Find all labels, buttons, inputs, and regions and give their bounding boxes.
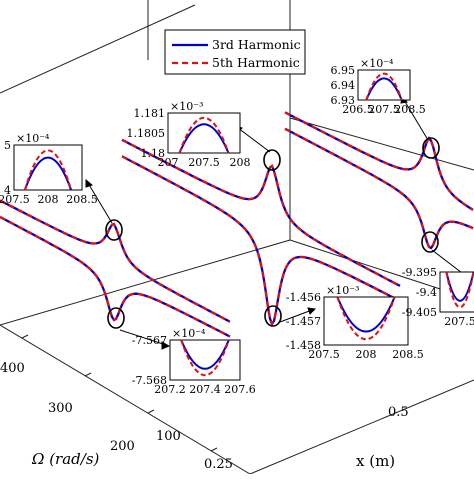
- inset-ytick: -9.4: [416, 286, 437, 299]
- inset-xtick: 208.5: [394, 103, 426, 116]
- inset-xtick: 207: [158, 156, 179, 169]
- inset-ytick: -7.567: [132, 334, 167, 347]
- inset-curve-5th: [445, 271, 474, 308]
- omega-axis-ticks: [21, 334, 218, 452]
- inset-xtick: 207.5: [188, 156, 220, 169]
- omega-tick-300: 300: [48, 401, 73, 416]
- inset-frame: [357, 69, 411, 101]
- inset-xtick: 208: [230, 156, 251, 169]
- arrow-left-lower: [119, 329, 167, 346]
- inset-ytick: 6.95: [331, 64, 356, 77]
- legend: 3rd Harmonic 5th Harmonic: [164, 29, 306, 75]
- inset-xtick: 207.2: [154, 383, 186, 396]
- legend-box: [164, 29, 306, 75]
- inset-ytick: 5: [4, 139, 11, 152]
- curve-3rd-right-lower: [284, 127, 474, 250]
- inset-ytick: -9.405: [402, 306, 437, 319]
- marker-circle-middle-upper: [263, 149, 281, 171]
- inset-frame: [169, 339, 241, 381]
- inset-exponent: ×10⁻⁴: [360, 57, 394, 70]
- inset-xtick: 207.4: [189, 383, 221, 396]
- inset-xtick: 207.6: [224, 383, 256, 396]
- inset-curve-5th: [178, 117, 230, 154]
- omega-tick-100: 100: [156, 429, 181, 444]
- inset-xtick: 207.5: [0, 193, 30, 206]
- inset-xtick: 208.5: [66, 193, 98, 206]
- inset-xtick: 207.5: [308, 348, 340, 361]
- inset-curve-5th: [365, 72, 403, 101]
- frame-back-top: [0, 4, 196, 94]
- inset-exponent: ×10⁻³: [170, 100, 203, 113]
- frame-right-upper: [289, 117, 474, 171]
- legend-label-5th: 5th Harmonic: [212, 55, 300, 70]
- inset-ytick: 1.181: [134, 107, 166, 120]
- inset-frame: [323, 296, 409, 346]
- arrow-middle-lower: [279, 309, 313, 323]
- marker-circle-right-upper: [422, 137, 440, 159]
- inset-ytick: 6.94: [331, 79, 356, 92]
- inset-xtick: 206.5: [342, 103, 374, 116]
- inset-curve-5th: [180, 339, 230, 376]
- inset-ytick: 1.18: [141, 147, 166, 160]
- inset-exponent: ×10⁻⁴: [172, 327, 206, 340]
- inset-ytick: -1.458: [286, 339, 321, 352]
- inset-exponent: ×10⁻³: [326, 284, 359, 297]
- omega-tick-0.25: 0.25: [204, 457, 233, 472]
- inset-ytick: 4: [4, 184, 11, 197]
- x-axis-label: x (m): [356, 452, 395, 470]
- curve-5th-middle-lower: [121, 155, 401, 327]
- inset-xtick: 207.5: [444, 315, 474, 328]
- x-tick-0.5: 0.5: [388, 405, 409, 420]
- marker-circle-left-lower: [107, 307, 125, 329]
- inset-curve-5th: [23, 149, 73, 191]
- inset-frame: [167, 112, 241, 154]
- inset-curve-5th: [336, 296, 396, 341]
- curve-5th-right-lower: [284, 127, 474, 250]
- omega-tick-400: 400: [0, 361, 25, 376]
- inset-xtick: 208: [356, 348, 377, 361]
- inset-ytick: -7.568: [132, 374, 167, 387]
- frame-front-x-axis: [249, 379, 474, 475]
- peak-markers: [105, 137, 440, 329]
- inset-curve-3rd: [336, 296, 396, 333]
- marker-circle-right-lower: [421, 231, 439, 253]
- arrow-right-upper: [403, 99, 429, 141]
- inset-xtick: 208.5: [392, 348, 424, 361]
- curve-5th-middle-upper: [121, 138, 401, 287]
- inset-xtick: 208: [38, 193, 59, 206]
- curve-5th-left-upper: [0, 199, 231, 323]
- tick-labels: 400 300 200 100 0.25 0.5: [0, 361, 409, 472]
- marker-circle-middle-lower: [264, 305, 282, 327]
- inset-right-lower: -9.395 -9.4 -9.405 207.5: [402, 266, 474, 328]
- inset-xtick: 207.5: [368, 103, 400, 116]
- inset-ytick: -1.457: [286, 315, 321, 328]
- arrow-left-upper: [87, 182, 113, 224]
- omega-tick-200: 200: [110, 439, 135, 454]
- legend-label-3rd: 3rd Harmonic: [212, 37, 301, 52]
- inset-exponent: ×10⁻⁴: [16, 132, 50, 145]
- inset-ytick: 6.93: [331, 94, 356, 107]
- curve-5th-left-lower: [0, 215, 231, 338]
- omega-axis-label: Ω (rad/s): [31, 450, 100, 468]
- inset-frame: [13, 144, 83, 191]
- marker-circle-left-upper: [105, 219, 123, 241]
- inset-ytick: -9.395: [402, 266, 437, 279]
- curve-5th-right-upper: [284, 111, 474, 211]
- curves-group: [0, 111, 474, 338]
- inset-ytick: 1.1805: [127, 127, 166, 140]
- inset-ytick: -1.456: [286, 291, 321, 304]
- frame-back-floor-left: [0, 239, 291, 326]
- frame-front-omega-axis: [0, 324, 251, 475]
- arrow-middle-upper: [237, 127, 271, 153]
